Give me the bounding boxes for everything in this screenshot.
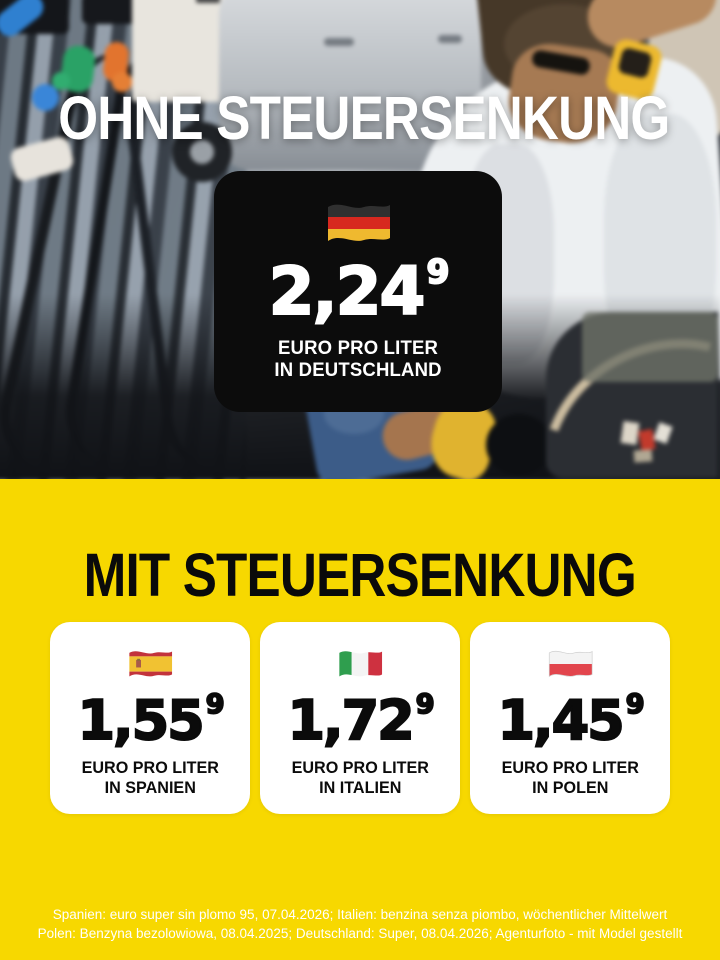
germany-price-label-line2: IN DEUTSCHLAND [274,359,442,381]
spain-price-label-line1: EURO PRO LITER [81,758,219,777]
headline-with-tax-cut-text: MIT STEUERSENKUNG [83,541,637,609]
source-footnote-line2: Polen: Benzyna bezolowiowa, 08.04.2025; … [37,926,683,941]
germany-flag-icon [328,204,390,241]
photo-orange-nozzle-knob [112,72,132,92]
source-footnote: Spanien: euro super sin plomo 95, 07.04.… [0,905,720,943]
photo-fuel-filler [486,414,552,476]
poland-price-value: 1,45 [496,689,625,752]
poland-price-label-line2: IN POLEN [531,778,609,797]
poland-flag-icon [548,650,593,678]
photo-door-handle [438,35,462,43]
with-tax-cut-section: MIT STEUERSENKUNG 1,55 9 [0,479,720,960]
photo-sticker [633,449,653,463]
poland-price: 1,45 9 [496,688,646,749]
germany-price-label-line1: EURO PRO LITER [277,337,439,359]
germany-price-label: EURO PRO LITER IN DEUTSCHLAND [274,337,441,381]
gas-station-photo: OHNE STEUERSENKUNG 2,249 EURO PRO LITER … [0,0,720,479]
source-footnote-line1: Spanien: euro super sin plomo 95, 07.04.… [52,907,668,922]
headline-without-tax-cut-text: OHNE STEUERSENKUNG [58,84,670,152]
italy-price-card: 1,72 9 EURO PRO LITER IN ITALIEN [260,622,460,814]
spain-price-label: EURO PRO LITER IN SPANIEN [81,758,218,798]
poland-price-label-line1: EURO PRO LITER [501,758,639,777]
germany-price-value: 2,24 [268,253,427,330]
poland-price-superscript: 9 [625,688,646,720]
spain-price-superscript: 9 [205,688,226,720]
germany-price-card: 2,249 EURO PRO LITER IN DEUTSCHLAND [214,171,502,412]
italy-price-label-line1: EURO PRO LITER [291,758,429,777]
photo-wheel-rim [190,140,214,164]
spain-price-value: 1,55 [76,689,205,752]
spain-price-card: 1,55 9 EURO PRO LITER IN SPANIEN [50,622,250,814]
photo-asphalt [582,312,718,382]
photo-pump-top [82,0,136,24]
italy-price: 1,72 9 [286,688,436,749]
photo-green-nozzle-knob [52,72,70,90]
spain-flag-icon [129,651,173,677]
spain-price-label-line2: IN SPANIEN [104,778,196,797]
photo-door-handle [324,38,354,46]
italy-flag-icon [339,651,383,677]
poland-price-card: 1,45 9 EURO PRO LITER IN POLEN [470,622,670,814]
headline-without-tax-cut: OHNE STEUERSENKUNG [0,88,720,149]
photo-sticker [620,420,640,446]
photo-blue-nozzle-knob [32,84,59,111]
germany-price: 2,249 [268,254,451,325]
country-cards-row: 1,55 9 EURO PRO LITER IN SPANIEN [50,622,670,814]
headline-with-tax-cut: MIT STEUERSENKUNG [0,545,720,606]
spain-price: 1,55 9 [76,688,226,749]
italy-price-label: EURO PRO LITER IN ITALIEN [291,758,428,798]
italy-price-value: 1,72 [286,689,415,752]
photo-pump-display [196,0,220,3]
poland-price-label: EURO PRO LITER IN POLEN [501,758,638,798]
italy-price-superscript: 9 [415,688,436,720]
italy-price-label-line2: IN ITALIEN [318,778,402,797]
germany-price-superscript: 9 [425,252,450,292]
